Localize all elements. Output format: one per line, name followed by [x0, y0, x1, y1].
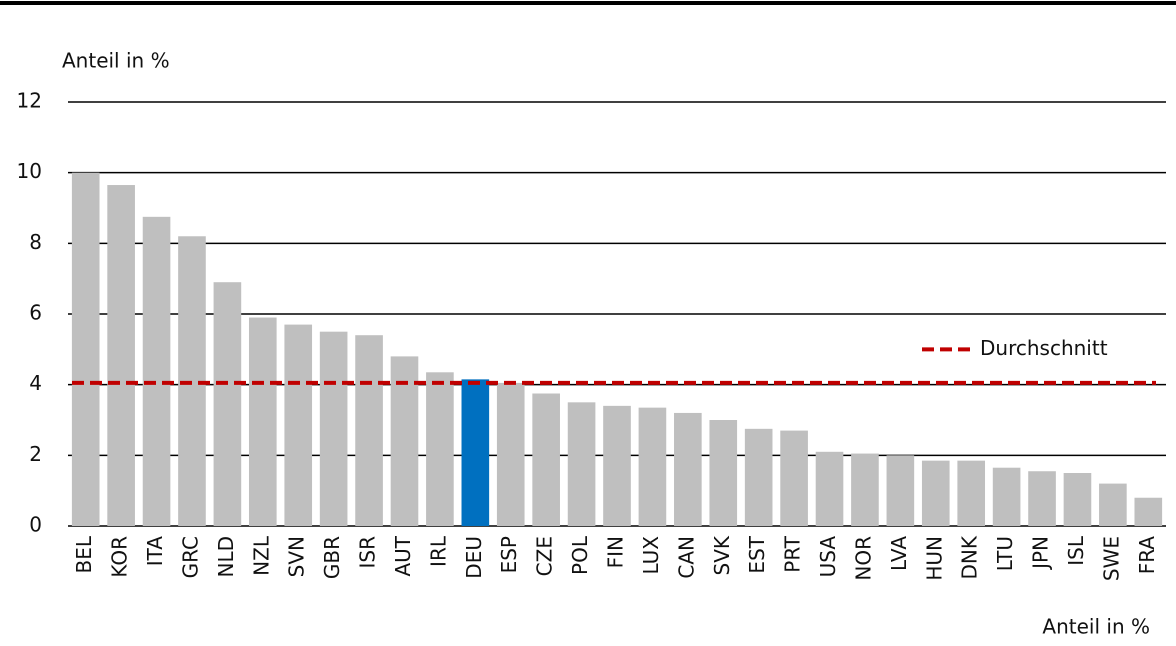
x-tick-label: FIN	[604, 536, 628, 568]
y-tick-label: 4	[29, 371, 42, 395]
x-tick-label: JPN	[1029, 536, 1053, 571]
bar	[248, 317, 277, 526]
bar	[142, 216, 171, 527]
x-tick-label: POL	[568, 535, 592, 575]
x-tick-label: ITA	[143, 536, 167, 567]
bar	[213, 282, 242, 526]
x-tick-label: NOR	[851, 536, 875, 581]
x-tick-label: LUX	[639, 536, 663, 575]
x-tick-label: CAN	[674, 536, 698, 579]
y-tick-label: 0	[29, 513, 42, 537]
bar	[851, 453, 879, 526]
bar	[992, 467, 1021, 526]
x-tick-label: ISR	[356, 536, 380, 569]
bar	[284, 324, 313, 526]
y-tick-label: 8	[29, 230, 42, 254]
bar	[355, 335, 383, 526]
bar	[921, 460, 950, 526]
x-tick-label: KOR	[108, 536, 132, 578]
x-tick-label: DEU	[462, 536, 486, 579]
x-tick-label: IRL	[426, 535, 450, 567]
bar	[426, 372, 454, 526]
x-tick-label: AUT	[391, 535, 415, 576]
bar	[603, 405, 631, 526]
y-tick-label: 2	[29, 442, 42, 466]
x-tick-label: PRT	[781, 535, 805, 573]
x-tick-label: CZE	[533, 536, 557, 576]
x-tick-label: ISL	[1064, 535, 1088, 566]
bar	[461, 379, 490, 526]
y-axis-label: Anteil in %	[62, 49, 170, 73]
bar	[1134, 497, 1163, 526]
bar	[71, 172, 100, 526]
bar	[780, 430, 808, 526]
x-tick-label: DNK	[958, 535, 982, 579]
bar	[107, 185, 135, 527]
bar	[496, 382, 525, 526]
x-tick-label: USA	[816, 536, 840, 578]
x-tick-label: GRC	[178, 536, 202, 578]
x-tick-label: LVA	[887, 536, 911, 571]
x-tick-label: SVK	[710, 535, 734, 575]
bar	[815, 451, 844, 526]
x-tick-label: NLD	[214, 536, 238, 578]
y-tick-label: 6	[29, 301, 42, 325]
x-tick-label: GBR	[320, 536, 344, 579]
bar	[674, 412, 702, 526]
x-tick-label: ESP	[497, 536, 521, 573]
legend-label: Durchschnitt	[980, 336, 1108, 360]
x-tick-label: BEL	[72, 535, 96, 573]
x-axis-label: Anteil in %	[1042, 615, 1150, 639]
x-tick-label: EST	[745, 535, 769, 573]
x-tick-label: FRA	[1135, 536, 1159, 575]
y-tick-label: 10	[17, 159, 42, 183]
bar	[532, 393, 560, 526]
bar	[957, 460, 986, 526]
x-tick-label: LTU	[993, 536, 1017, 571]
bar	[567, 402, 596, 526]
bar	[319, 331, 348, 526]
bar	[1099, 483, 1127, 526]
bar	[1063, 473, 1092, 526]
x-tick-label: SWE	[1099, 536, 1123, 581]
x-tick-label: HUN	[922, 536, 946, 581]
x-tick-label: SVN	[285, 536, 309, 577]
y-tick-label: 12	[17, 89, 42, 113]
bar	[638, 407, 667, 526]
bar	[1028, 471, 1056, 526]
bar	[744, 428, 773, 526]
bar	[886, 455, 915, 526]
bar	[709, 420, 738, 526]
x-tick-label: NZL	[249, 535, 273, 576]
